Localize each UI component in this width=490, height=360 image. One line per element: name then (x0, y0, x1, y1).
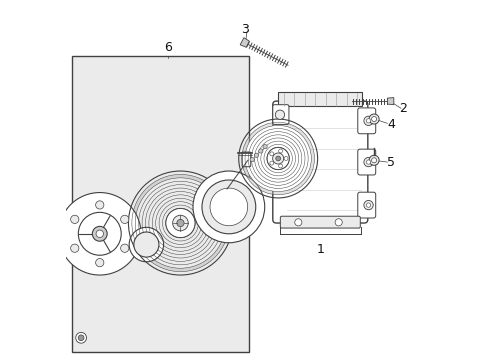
Circle shape (156, 198, 205, 248)
Text: 6: 6 (164, 41, 172, 54)
Circle shape (76, 332, 87, 343)
Circle shape (142, 185, 219, 261)
Circle shape (146, 188, 216, 258)
Circle shape (270, 161, 274, 165)
Circle shape (96, 201, 104, 209)
Circle shape (132, 175, 229, 272)
Circle shape (371, 158, 377, 163)
Circle shape (78, 335, 84, 341)
Circle shape (71, 215, 79, 224)
Circle shape (279, 164, 283, 168)
Circle shape (272, 153, 284, 164)
Bar (278, 92, 363, 107)
Circle shape (58, 193, 141, 275)
Circle shape (96, 258, 104, 267)
Circle shape (202, 180, 256, 234)
FancyBboxPatch shape (280, 216, 360, 228)
Circle shape (152, 195, 209, 251)
Circle shape (242, 122, 315, 195)
Circle shape (367, 119, 371, 123)
Circle shape (254, 153, 259, 157)
Circle shape (121, 215, 129, 224)
Circle shape (92, 226, 107, 241)
Circle shape (166, 208, 195, 238)
Circle shape (369, 114, 379, 124)
Circle shape (121, 244, 129, 252)
Circle shape (364, 201, 373, 210)
Circle shape (369, 155, 379, 165)
Circle shape (251, 132, 305, 185)
Circle shape (172, 215, 188, 231)
Circle shape (367, 203, 371, 207)
FancyBboxPatch shape (358, 149, 376, 175)
Polygon shape (388, 98, 394, 105)
Circle shape (193, 171, 265, 243)
Circle shape (210, 188, 247, 226)
Circle shape (139, 181, 222, 265)
FancyBboxPatch shape (358, 192, 376, 218)
FancyBboxPatch shape (273, 105, 289, 125)
Circle shape (264, 144, 293, 173)
Circle shape (250, 157, 254, 162)
Circle shape (129, 227, 164, 262)
FancyBboxPatch shape (273, 101, 368, 223)
Polygon shape (240, 38, 249, 47)
Circle shape (275, 110, 285, 120)
Circle shape (371, 117, 377, 122)
Circle shape (295, 219, 302, 226)
Circle shape (258, 138, 299, 179)
Text: 1: 1 (317, 243, 324, 256)
Circle shape (263, 144, 267, 149)
Circle shape (367, 160, 371, 164)
Circle shape (134, 232, 159, 257)
Text: 5: 5 (387, 156, 395, 169)
Text: 3: 3 (241, 23, 249, 36)
Circle shape (78, 212, 121, 255)
Circle shape (259, 149, 263, 153)
Circle shape (248, 129, 308, 189)
FancyBboxPatch shape (242, 152, 251, 167)
Circle shape (261, 141, 295, 176)
Circle shape (71, 244, 79, 252)
Circle shape (163, 205, 198, 241)
Circle shape (135, 178, 225, 268)
Circle shape (276, 156, 281, 161)
Circle shape (364, 116, 373, 126)
Circle shape (284, 157, 288, 161)
Text: 4: 4 (388, 118, 395, 131)
Bar (72, 56, 248, 352)
Circle shape (267, 148, 289, 170)
Circle shape (270, 152, 274, 156)
Circle shape (149, 192, 212, 255)
Circle shape (335, 219, 343, 226)
FancyBboxPatch shape (358, 108, 376, 134)
Text: 2: 2 (399, 102, 408, 115)
Circle shape (96, 230, 103, 238)
Circle shape (245, 125, 311, 192)
Circle shape (279, 149, 283, 153)
Circle shape (177, 219, 184, 227)
Circle shape (364, 157, 373, 167)
Circle shape (159, 202, 202, 244)
Circle shape (254, 135, 302, 182)
